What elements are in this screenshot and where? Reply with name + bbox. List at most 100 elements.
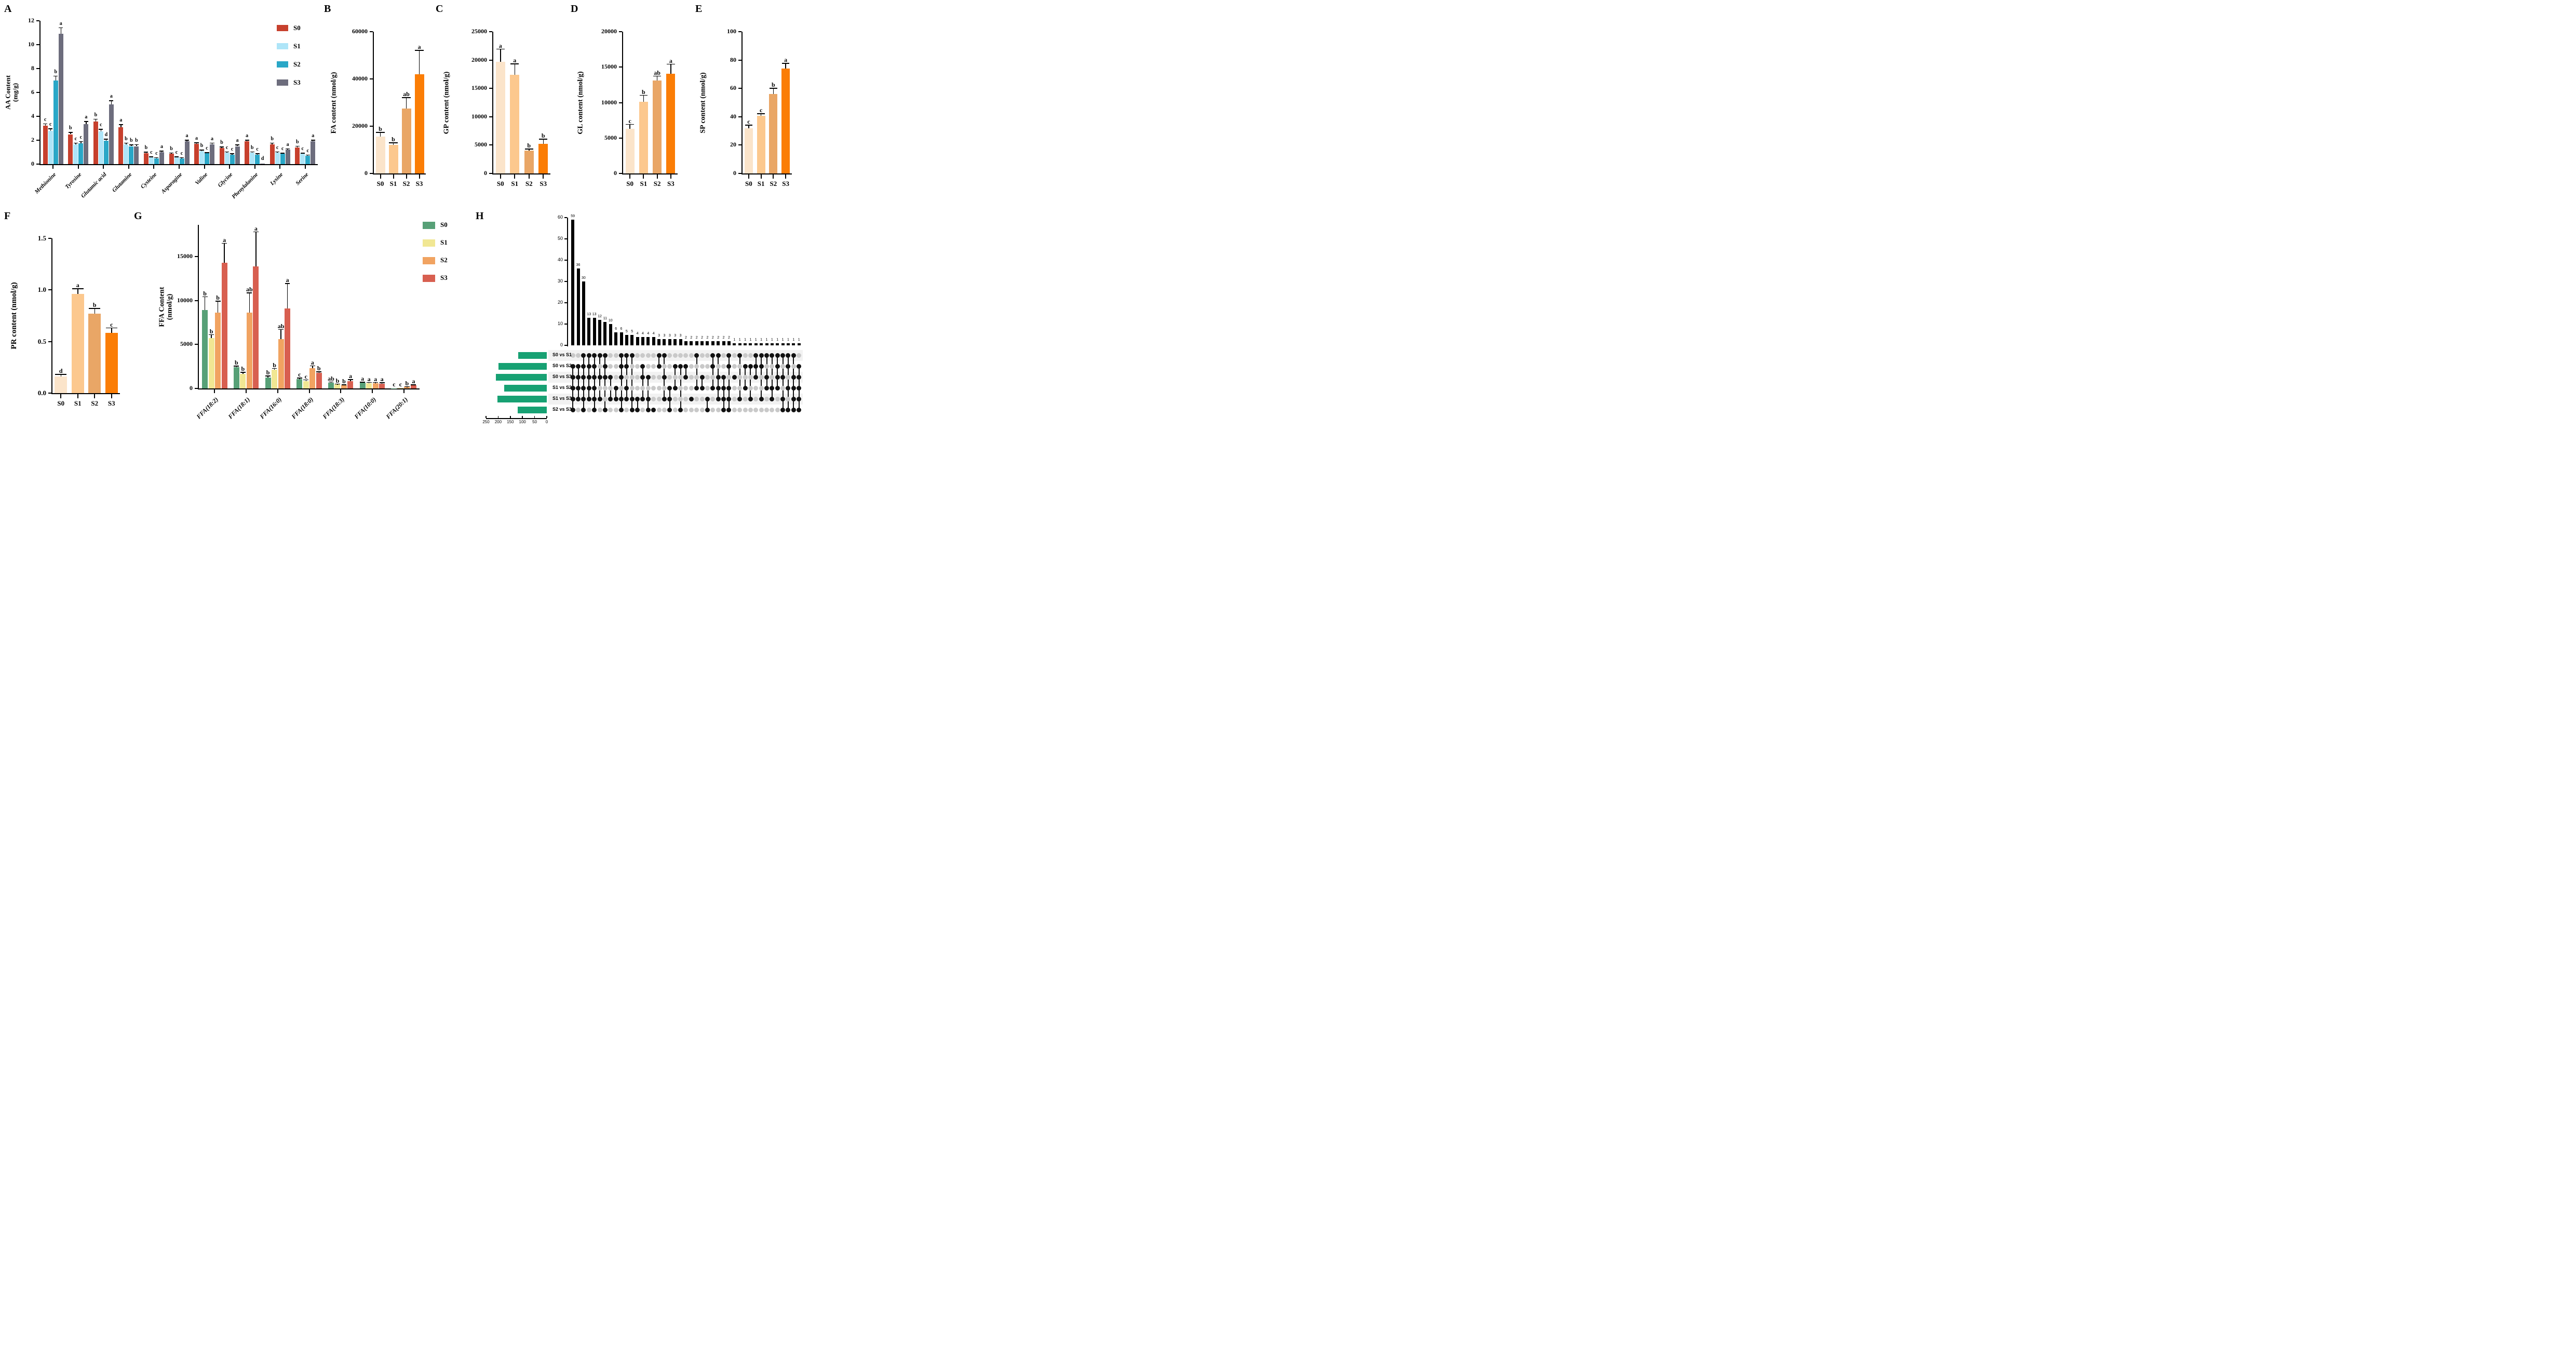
intersection-count: 1 [798, 338, 800, 342]
y-tick-label: 5000 [475, 141, 487, 149]
error-cap [781, 63, 790, 64]
bar [219, 147, 224, 164]
error-bar [131, 145, 132, 146]
x-tick [128, 165, 129, 169]
matrix-dot-active [721, 374, 726, 380]
set-size-bar [517, 406, 547, 413]
error-cap [285, 283, 290, 284]
x-category-label: S0 [57, 399, 65, 407]
sig-letter: a [361, 375, 365, 383]
intersection-bar [684, 341, 687, 345]
matrix-dot-inactive [576, 353, 581, 358]
error-bar [100, 129, 102, 131]
matrix-dot-active [645, 374, 651, 380]
x-tick [393, 174, 394, 179]
matrix-dot-inactive [608, 385, 613, 391]
y-tick [370, 31, 373, 32]
sig-letter: c [150, 150, 153, 156]
sig-letter: b [170, 145, 173, 152]
matrix-dot-inactive [672, 407, 678, 412]
intersection-count: 1 [738, 338, 741, 342]
sig-letter: ab [277, 322, 285, 330]
bar [769, 94, 778, 173]
matrix-dot-active [705, 396, 710, 401]
matrix-dot-active [608, 396, 613, 401]
bar [154, 158, 159, 164]
sig-letter: a [498, 42, 502, 49]
y-axis [373, 32, 374, 174]
matrix-dot-active [586, 385, 591, 391]
matrix-dot-active [662, 396, 667, 401]
bar [149, 157, 154, 164]
y-tick-label: 0 [614, 169, 617, 177]
sig-letter: ab [246, 286, 253, 293]
y-axis-title-line: (mg/g) [11, 83, 19, 102]
intersection-count: 3 [668, 333, 671, 338]
matrix-dot-active [780, 396, 786, 401]
y-tick-label: 8 [31, 64, 34, 72]
matrix-dot-inactive [743, 353, 748, 358]
bar [300, 154, 305, 164]
y-tick [489, 31, 492, 32]
x-tick [111, 394, 112, 398]
y-axis-title: PR content (nmol/g) [10, 282, 19, 349]
sig-letter: c [256, 146, 259, 153]
matrix-dot-inactive [651, 396, 656, 401]
bar [194, 143, 199, 164]
matrix-dot-active [581, 407, 586, 412]
matrix-dot-inactive [764, 407, 769, 412]
sig-letter: b [541, 132, 545, 140]
bar [410, 385, 416, 388]
matrix-dot-active [775, 353, 780, 358]
sig-letter: b [405, 379, 409, 387]
matrix-dot-inactive [629, 364, 635, 369]
bar [202, 310, 208, 388]
matrix-dot-active [667, 385, 672, 391]
intersection-bar [749, 343, 752, 345]
bar [240, 374, 246, 388]
matrix-dot-active [602, 353, 608, 358]
set-label: S0 vs S3 [552, 374, 572, 379]
y-tick [36, 20, 39, 21]
matrix-dot-inactive [737, 407, 743, 412]
error-cap [210, 142, 214, 144]
error-cap [296, 378, 302, 379]
intersection-bar [727, 341, 731, 345]
matrix-dot-inactive [635, 353, 640, 358]
matrix-dot-inactive [689, 407, 694, 412]
matrix-dot-active [629, 407, 635, 412]
matrix-connector [707, 399, 708, 410]
bar [250, 153, 255, 164]
matrix-dot-active [721, 407, 726, 412]
error-bar [111, 101, 112, 104]
bar [179, 158, 184, 164]
matrix-dot-active [581, 385, 586, 391]
legend-label: S1 [440, 238, 448, 246]
legend-label: S3 [440, 274, 448, 281]
y-tick-label: 20000 [352, 122, 368, 129]
sig-letter: c [44, 116, 47, 123]
error-cap [402, 97, 411, 98]
intersection-y-tick-label: 50 [557, 236, 563, 241]
matrix-dot-active [726, 385, 732, 391]
matrix-dot-active [662, 353, 667, 358]
matrix-dot-inactive [716, 364, 721, 369]
y-tick [489, 59, 492, 61]
error-cap [194, 142, 199, 143]
matrix-dot-active [694, 353, 699, 358]
error-bar [126, 143, 127, 145]
x-tick [670, 174, 671, 179]
x-category-label: S3 [415, 180, 423, 187]
bar [73, 144, 78, 164]
x-category-label: S2 [402, 180, 410, 187]
error-bar [80, 141, 82, 143]
error-cap [159, 151, 164, 152]
matrix-dot-active [678, 364, 683, 369]
matrix-connector [685, 366, 686, 377]
set-axis-tick [522, 416, 523, 418]
sig-letter: b [266, 369, 270, 376]
error-cap [89, 308, 101, 309]
error-bar [656, 76, 658, 81]
matrix-dot-inactive [780, 364, 786, 369]
panel-D-chart: 0 5000 10000 15000 20000 GL content (nmol/g) c… [569, 3, 693, 208]
